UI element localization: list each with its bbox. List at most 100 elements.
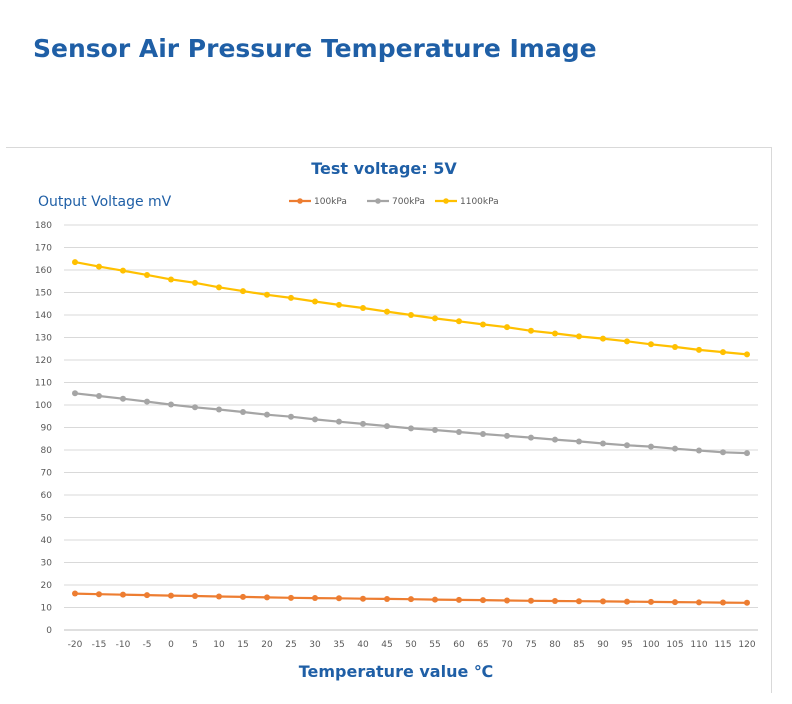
data-point [240,288,246,295]
x-tick-label: 30 [309,640,321,650]
x-tick-label: 25 [285,640,296,650]
x-tick-label: 20 [261,640,273,650]
data-point [576,333,582,340]
data-point [216,406,222,413]
data-point [528,327,534,334]
data-point [168,401,174,408]
data-point [336,595,342,602]
data-point [624,598,630,605]
data-point [192,593,198,600]
data-point [624,338,630,345]
data-point [360,595,366,602]
x-tick-labels: -20 -15 -10 -5 0 5 10 15 20 25 30 35 40 45 50 55 60 65 70 7… [68,640,756,650]
data-point [432,315,438,322]
legend: 100kPa 700kPa 1100kPa [289,197,499,207]
x-tick-label: -10 [116,640,131,650]
x-tick-label: 110 [690,640,707,650]
data-point [744,450,750,457]
x-tick-label: 60 [453,640,465,650]
x-tick-label: -20 [68,640,83,650]
data-point [384,423,390,430]
line-chart: Test voltage: 5V Output Voltage mV Tempe… [35,159,758,681]
data-point [456,429,462,435]
data-point [480,431,486,438]
legend-label: 700kPa [392,197,425,207]
data-point [96,591,102,598]
y-axis-label: Output Voltage mV [38,194,172,210]
data-point [456,318,462,325]
data-point [672,445,678,452]
y-tick-label: 140 [35,311,52,321]
chart-title: Test voltage: 5V [311,159,457,178]
x-tick-label: 95 [621,640,632,650]
y-tick-label: 0 [46,626,52,636]
data-point [240,593,246,600]
y-tick-label: 170 [35,244,52,254]
data-point [360,305,366,312]
data-point [288,594,294,601]
data-point [144,398,150,405]
data-point [120,591,126,598]
y-tick-label: 70 [41,469,53,479]
data-point [408,312,414,318]
x-tick-label: 15 [237,640,248,650]
x-tick-label: 0 [168,640,174,650]
data-point [552,330,558,337]
data-point [456,596,462,603]
y-tick-label: 100 [35,401,52,411]
x-tick-label: 10 [213,640,225,650]
data-point [288,413,294,420]
data-point [384,308,390,315]
x-tick-label: 5 [192,640,198,650]
x-tick-label: -15 [92,640,107,650]
data-point [312,298,318,305]
series-line-700kPa [74,392,748,455]
data-point [144,592,150,599]
data-point [72,590,78,597]
data-point [264,594,270,601]
data-point [168,276,174,283]
data-point [480,321,486,328]
data-point [360,420,366,427]
data-point [648,598,654,605]
data-point [312,416,318,423]
data-point [264,411,270,418]
data-point [240,408,246,415]
x-tick-label: 55 [429,640,440,650]
data-point [528,434,534,441]
x-tick-label: -5 [143,640,152,650]
data-point [216,284,222,291]
x-tick-label: 120 [738,640,755,650]
data-point [552,597,558,604]
y-tick-label: 60 [41,491,53,501]
chart-frame: Test voltage: 5V Output Voltage mV Tempe… [6,147,772,693]
x-tick-label: 70 [501,640,513,650]
x-tick-label: 105 [666,640,683,650]
data-point [504,324,510,331]
data-point [744,351,750,358]
data-point [504,597,510,604]
y-tick-label: 130 [35,334,52,344]
data-point [384,595,390,602]
data-point [672,343,678,350]
data-point [312,595,318,602]
data-point [120,395,126,402]
y-tick-label: 160 [35,266,52,276]
data-point [648,341,654,348]
legend-marker [375,198,381,204]
data-point [696,346,702,353]
data-point [600,598,606,605]
y-tick-label: 90 [41,424,53,434]
y-tick-label: 110 [35,379,52,389]
data-point [504,432,510,439]
data-point [720,449,726,456]
data-point [552,436,558,443]
y-tick-label: 180 [35,221,52,231]
x-tick-label: 45 [381,640,392,650]
data-point [528,597,534,604]
x-tick-label: 80 [549,640,561,650]
data-point [408,596,414,603]
data-point [336,418,342,425]
y-tick-label: 150 [35,289,52,299]
page-title: Sensor Air Pressure Temperature Image [33,34,597,63]
